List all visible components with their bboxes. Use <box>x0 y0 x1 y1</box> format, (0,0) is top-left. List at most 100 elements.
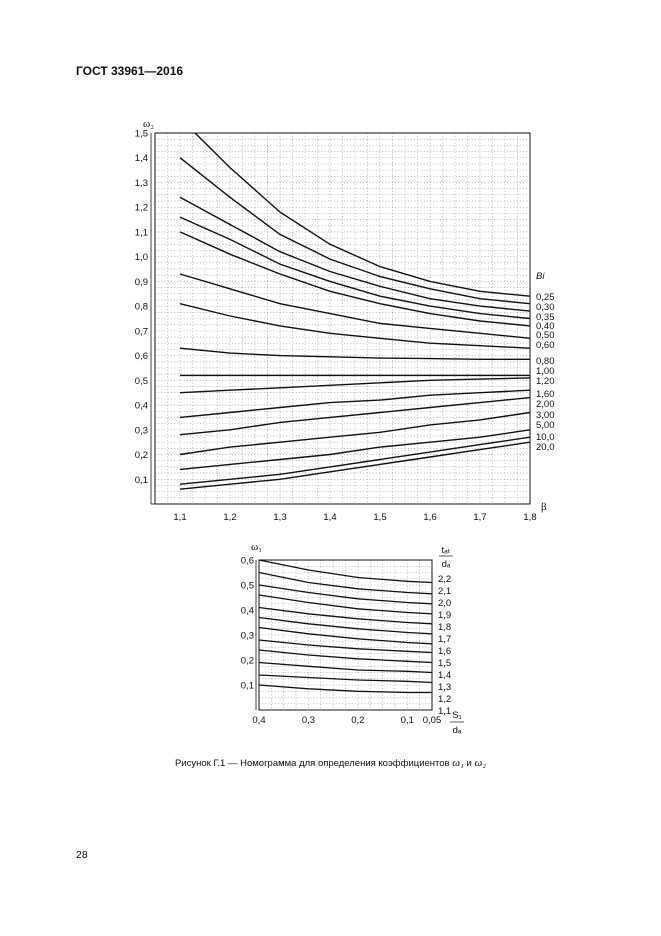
series-label: 10,0 <box>536 432 555 443</box>
series-line-bi <box>179 303 531 349</box>
series-line-ratio <box>258 684 432 694</box>
series-label: 0,40 <box>536 321 555 332</box>
x-tick-label: 1,7 <box>473 512 486 523</box>
series-label: 2,2 <box>438 574 451 585</box>
y-tick-label: 0,6 <box>135 351 148 362</box>
series-line-ratio <box>258 559 433 584</box>
series-label: 1,9 <box>438 610 451 621</box>
series-line-bi <box>179 196 531 312</box>
series-label: 0,25 <box>536 292 555 303</box>
y-tick-label: 0,5 <box>135 376 148 387</box>
series-label: 2,00 <box>536 399 555 410</box>
series-label: 20,0 <box>536 442 555 453</box>
x-tick-label: 1,8 <box>523 512 536 523</box>
caption-text: Рисунок Г.1 — Номограмма для определения… <box>174 758 453 769</box>
series-line-bi <box>179 441 531 490</box>
legend-title-denominator: dₐ <box>442 559 451 570</box>
caption-omega2: ω₂ <box>474 757 487 769</box>
series-line-bi <box>179 216 531 320</box>
series-line-bi <box>179 231 531 327</box>
series-label: 1,5 <box>438 658 451 669</box>
series-line-bi <box>179 396 531 436</box>
series-label: 0,30 <box>536 302 555 313</box>
series-label: 1,7 <box>438 634 451 645</box>
chart2-frame <box>258 559 433 711</box>
legend-title-numerator: tₐₜ <box>442 545 451 556</box>
x-axis-label: β <box>541 501 547 513</box>
series-label: 1,8 <box>438 622 451 633</box>
series-label: 1,1 <box>438 706 451 717</box>
series-line-bi <box>179 411 531 456</box>
y-axis-label: ω₂ <box>143 118 154 130</box>
figure-caption: Рисунок Г.1 — Номограмма для определения… <box>0 757 661 769</box>
x-tick-label: 0,3 <box>302 715 315 726</box>
series-label: 0,80 <box>536 356 555 367</box>
x-tick-label: 1,1 <box>173 512 186 523</box>
series-label: 1,00 <box>536 366 555 377</box>
series-line-bi <box>179 429 531 471</box>
x-tick-label: 1,4 <box>323 512 336 523</box>
y-tick-label: 1,2 <box>135 203 148 214</box>
series-line-ratio <box>258 571 433 595</box>
caption-omega1: ω₁ <box>452 757 464 769</box>
series-label: 5,00 <box>536 420 555 431</box>
series-label: 0,35 <box>536 312 555 323</box>
x-label-numerator: S₁ <box>452 710 462 721</box>
y-tick-label: 0,9 <box>135 277 148 288</box>
x-tick-label: 0,1 <box>401 715 414 726</box>
series-line-ratio <box>258 584 433 605</box>
y-tick-label: 0,1 <box>135 475 148 486</box>
y-tick-label: 0,4 <box>241 606 254 617</box>
series-label: 1,60 <box>536 389 555 400</box>
series-label: 2,1 <box>438 586 451 597</box>
series-label: 1,2 <box>438 694 451 705</box>
series-line-bi <box>179 273 531 339</box>
series-line-ratio <box>258 649 433 664</box>
series-label: 0,50 <box>536 330 555 341</box>
x-label-denominator: dₐ <box>453 725 462 736</box>
y-tick-label: 0,2 <box>241 656 254 667</box>
series-line-bi <box>179 436 531 485</box>
series-line-bi <box>179 389 531 419</box>
x-tick-label: 0,05 <box>423 715 442 726</box>
y-tick-label: 0,2 <box>135 450 148 461</box>
x-tick-label: 1,3 <box>273 512 286 523</box>
series-line-ratio <box>258 606 433 625</box>
caption-and: и <box>463 758 475 769</box>
document-header: ГОСТ 33961—2016 <box>76 64 184 78</box>
series-line-bi <box>179 157 531 305</box>
y-tick-label: 0,1 <box>241 681 254 692</box>
chart1-frame <box>154 132 531 505</box>
series-line-ratio <box>258 639 433 654</box>
y-tick-label: 0,6 <box>241 556 254 567</box>
series-label: 2,0 <box>438 598 451 609</box>
x-tick-label: 1,2 <box>223 512 236 523</box>
y-tick-label: 0,7 <box>135 326 148 337</box>
series-line-ratio <box>258 661 433 674</box>
x-tick-label: 1,6 <box>423 512 436 523</box>
x-tick-label: 1,5 <box>373 512 386 523</box>
y-tick-label: 0,5 <box>241 581 254 592</box>
series-label: 1,4 <box>438 670 451 681</box>
series-label: 3,00 <box>536 410 555 421</box>
series-label: 1,3 <box>438 682 451 693</box>
x-tick-label: 0,2 <box>351 715 364 726</box>
y-axis-label: ω₁ <box>251 541 262 553</box>
legend-title-bi: Bi <box>536 271 545 282</box>
series-label: 1,6 <box>438 646 451 657</box>
y-tick-label: 0,3 <box>241 631 254 642</box>
y-tick-label: 1,5 <box>135 129 148 140</box>
series-line-bi <box>179 377 531 394</box>
y-tick-label: 1,0 <box>135 252 148 263</box>
series-label: 1,20 <box>536 376 555 387</box>
series-line-ratio <box>258 616 433 635</box>
y-tick-label: 1,4 <box>135 153 148 164</box>
y-tick-label: 1,1 <box>135 227 148 238</box>
chart1-grid <box>155 133 530 504</box>
series-label: 0,60 <box>536 340 555 351</box>
x-tick-label: 0,4 <box>252 715 265 726</box>
y-tick-label: 0,3 <box>135 425 148 436</box>
series-line-ratio <box>258 626 433 645</box>
series-line-bi <box>179 347 530 360</box>
